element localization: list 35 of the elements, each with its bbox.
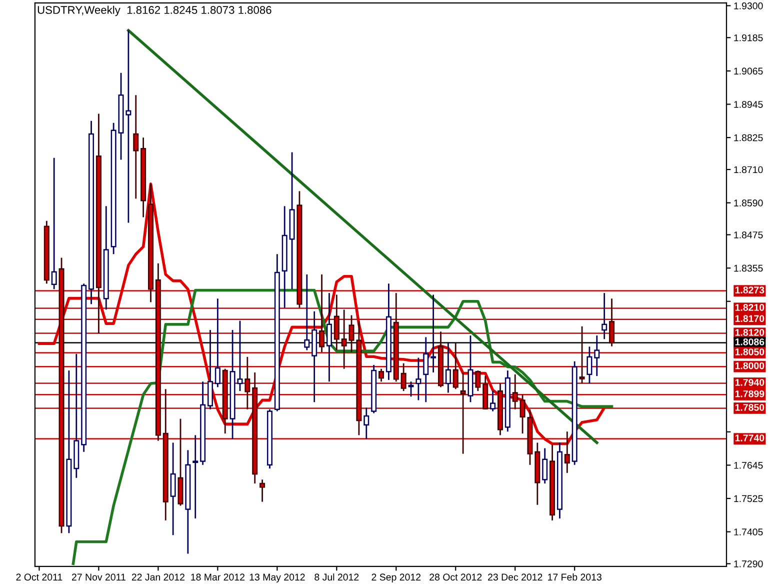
ref-line-label: 1.8170 (735, 315, 764, 322)
x-tick-label: 8 Jul 2012 (314, 573, 359, 581)
ref-line-label: 1.8086 (735, 338, 764, 346)
y-tick-label: 1.7525 (734, 495, 763, 502)
y-tick-label: 1.9065 (734, 68, 763, 75)
y-tick-label: 1.8355 (734, 264, 763, 272)
y-tick-label: 1.7405 (734, 528, 763, 536)
x-tick-label: 27 Nov 2011 (72, 574, 126, 581)
ref-line-label: 1.7940 (735, 378, 764, 386)
ref-line-label: 1.7850 (735, 404, 764, 411)
ref-line-label: 1.7740 (735, 434, 764, 442)
ref-line-label: 1.8050 (735, 348, 764, 356)
ref-line-label: 1.8273 (735, 286, 764, 294)
y-tick-label: 1.8825 (734, 134, 763, 142)
x-tick-label: 22 Jan 2012 (132, 574, 184, 581)
ref-line-label: 1.8120 (735, 329, 764, 336)
x-tick-label: 13 May 2012 (250, 574, 305, 582)
y-tick-label: 1.7290 (734, 560, 763, 568)
x-tick-label: 17 Feb 2013 (548, 573, 602, 581)
y-tick-label: 1.7645 (734, 462, 763, 469)
x-tick-label: 28 Oct 2012 (430, 574, 482, 581)
y-tick-label: 1.8710 (734, 166, 763, 174)
y-tick-label: 1.8945 (734, 100, 763, 108)
y-tick-label: 1.9185 (734, 34, 763, 42)
x-tick-label: 23 Dec 2012 (488, 574, 542, 581)
ref-line-label: 1.7899 (735, 390, 764, 398)
ref-line-label: 1.8210 (735, 304, 764, 311)
x-tick-label: 18 Mar 2012 (191, 574, 244, 581)
y-tick-label: 1.8590 (734, 200, 763, 206)
y-tick-label: 1.9300 (734, 2, 763, 10)
x-tick-label: 2 Sep 2012 (372, 574, 421, 582)
ref-line-label: 1.8000 (735, 362, 764, 370)
y-tick-label: 1.8475 (734, 231, 763, 238)
x-tick-label: 2 Oct 2011 (16, 574, 62, 581)
chart-title: USDTRY,Weekly 1.8162 1.8245 1.8073 1.8086 (38, 6, 272, 16)
